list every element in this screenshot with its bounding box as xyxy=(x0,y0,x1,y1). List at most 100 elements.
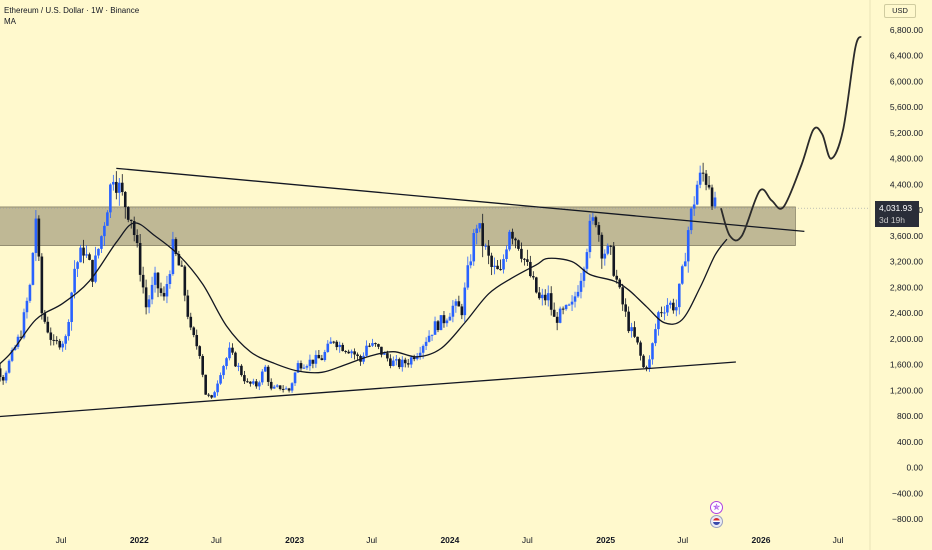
currency-button[interactable]: USD xyxy=(884,4,916,18)
candle-down xyxy=(529,261,532,277)
candle-down xyxy=(627,311,630,332)
candle-up xyxy=(103,225,106,237)
event-marker-icon[interactable]: ✯ xyxy=(710,501,723,514)
candle-up xyxy=(371,343,374,346)
candle-up xyxy=(168,274,172,285)
candle-up xyxy=(302,367,306,369)
indicator-legend-ma[interactable]: MA xyxy=(4,17,16,26)
candle-down xyxy=(523,258,526,260)
candle-down xyxy=(460,306,464,316)
candle-down xyxy=(269,381,273,389)
candle-up xyxy=(666,304,669,313)
candle-up xyxy=(284,388,288,390)
candle-up xyxy=(692,204,696,209)
candle-up xyxy=(439,315,443,331)
candle-up xyxy=(85,254,88,256)
candle-down xyxy=(561,308,565,310)
candle-down xyxy=(704,173,708,185)
us-flag-event-icon[interactable] xyxy=(710,515,723,528)
candle-up xyxy=(61,343,65,348)
candle-up xyxy=(508,231,511,250)
candle-down xyxy=(135,235,139,243)
candle-up xyxy=(147,299,151,308)
candle-down xyxy=(159,288,163,293)
last-price-tag: 4,031.93 3d 19h xyxy=(875,201,919,227)
candle-countdown: 3d 19h xyxy=(879,215,905,225)
candle-up xyxy=(567,304,571,306)
candle-down xyxy=(436,321,440,331)
candle-down xyxy=(201,356,204,375)
x-tick-label: Jul xyxy=(833,535,844,545)
candle-down xyxy=(710,187,714,207)
candle-down xyxy=(240,365,243,376)
trendline-ascending xyxy=(0,361,736,418)
candle-down xyxy=(639,342,642,356)
candle-up xyxy=(73,268,76,293)
candle-up xyxy=(275,385,279,387)
candle-down xyxy=(234,352,237,367)
candle-up xyxy=(689,208,693,231)
candle-up xyxy=(25,300,29,313)
candle-down xyxy=(246,381,249,383)
candle-down xyxy=(156,272,160,289)
y-tick-label: 6,000.00 xyxy=(890,76,923,86)
y-tick-label: 6,800.00 xyxy=(890,25,923,35)
x-tick-label: Jul xyxy=(677,535,688,545)
candle-down xyxy=(660,312,663,314)
candle-up xyxy=(475,228,479,234)
candle-down xyxy=(46,321,50,333)
candle-up xyxy=(225,358,228,367)
candle-down xyxy=(642,355,645,368)
candle-up xyxy=(79,247,82,263)
y-tick-label: 6,400.00 xyxy=(890,51,923,61)
candle-up xyxy=(430,334,434,336)
candle-down xyxy=(609,245,613,247)
candle-up xyxy=(112,181,115,185)
candle-up xyxy=(97,248,100,256)
candle-up xyxy=(448,316,452,321)
candle-down xyxy=(347,351,350,354)
candle-down xyxy=(377,344,380,347)
y-tick-label: 4,800.00 xyxy=(890,154,923,164)
candle-up xyxy=(308,359,312,367)
candle-down xyxy=(526,259,529,262)
candle-down xyxy=(180,265,184,267)
y-tick-label: 2,000.00 xyxy=(890,334,923,344)
chart-title: Ethereum / U.S. Dollar · 1W · Binance xyxy=(4,6,140,15)
candle-up xyxy=(686,230,690,262)
candle-down xyxy=(231,347,234,353)
candle-up xyxy=(326,343,330,352)
candle-down xyxy=(249,381,252,384)
candle-up xyxy=(445,320,449,324)
x-tick-label: 2022 xyxy=(130,535,149,545)
candle-up xyxy=(564,305,568,310)
candle-up xyxy=(22,312,26,338)
candle-down xyxy=(412,357,416,360)
y-tick-label: 1,600.00 xyxy=(890,360,923,370)
candle-down xyxy=(374,343,377,345)
candle-down xyxy=(88,254,91,260)
candle-up xyxy=(16,336,20,347)
candle-up xyxy=(454,301,458,306)
candle-down xyxy=(141,274,145,288)
candle-up xyxy=(493,265,496,267)
candle-up xyxy=(100,236,103,249)
candle-up xyxy=(469,261,473,266)
candle-up xyxy=(213,392,216,398)
candle-down xyxy=(344,351,347,353)
x-tick-label: Jul xyxy=(56,535,67,545)
candle-down xyxy=(499,269,502,271)
candle-up xyxy=(7,360,11,373)
candle-up xyxy=(579,280,583,292)
candle-up xyxy=(362,355,365,362)
candle-up xyxy=(654,329,657,344)
candle-up xyxy=(698,172,702,185)
candle-up xyxy=(338,344,342,348)
candle-up xyxy=(570,301,574,305)
candle-down xyxy=(183,266,187,296)
candle-down xyxy=(457,301,461,307)
candle-up xyxy=(252,381,255,384)
candle-up xyxy=(421,345,425,353)
candle-down xyxy=(210,395,213,398)
